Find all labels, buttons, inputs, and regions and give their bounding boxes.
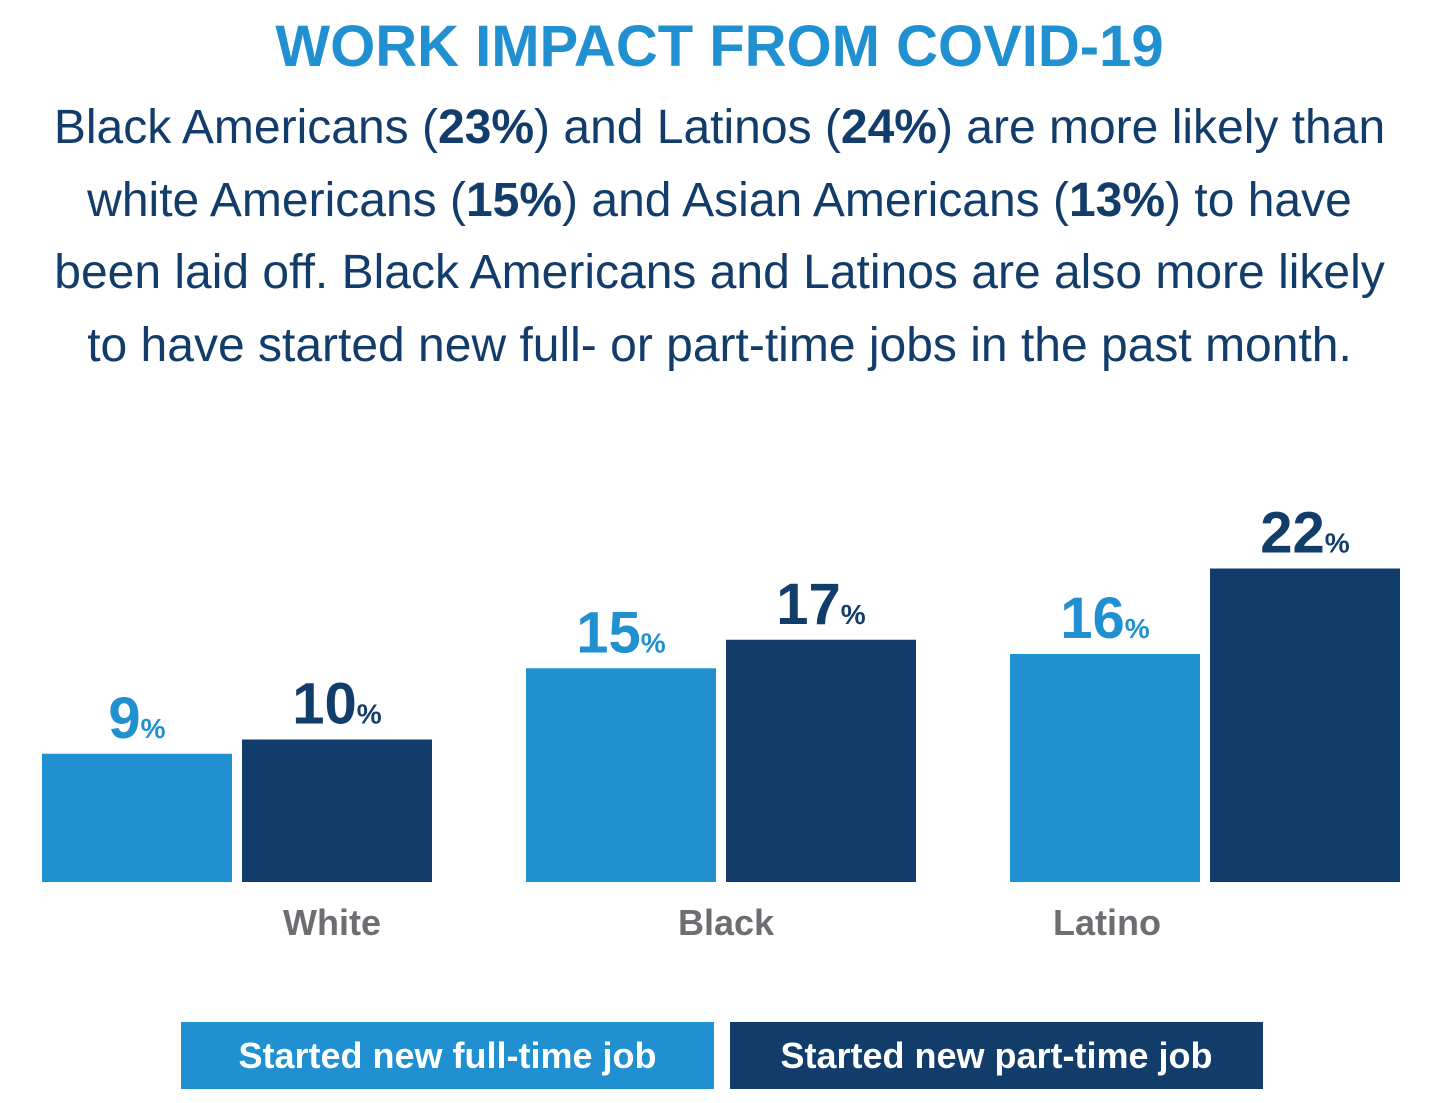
bar-white-full-time [42,753,232,882]
category-label-black: Black [678,902,775,943]
data-label-latino-part-time: 22% [1260,501,1350,566]
subtitle-text: ) are more likely than white Americans ( [87,101,1386,227]
subtitle-text: ) and Asian Americans ( [562,173,1069,227]
chart-subtitle: Black Americans (23%) and Latinos (24%) … [30,92,1409,382]
category-label-latino: Latino [1053,902,1161,943]
bar-black-part-time [726,639,916,882]
chart-title: WORK IMPACT FROM COVID-19 [275,14,1164,79]
legend-part-time: Started new part-time job [730,1022,1263,1089]
subtitle-stat: 15% [465,173,563,227]
subtitle-text: Black Americans ( [53,101,438,154]
subtitle-stat: 13% [1068,173,1166,227]
data-label-white-part-time: 10% [292,672,382,737]
data-label-black-full-time: 15% [576,600,666,665]
subtitle-text: ) and Latinos ( [534,101,841,154]
legend-full-time: Started new full-time job [181,1022,714,1089]
subtitle-stat: 24% [840,101,937,154]
bar-black-full-time [526,668,716,882]
category-label-white: White [283,902,381,943]
bar-latino-full-time [1010,654,1200,882]
subtitle-text: ) to have been laid off. Black Americans… [54,173,1385,372]
data-label-latino-full-time: 16% [1060,586,1150,651]
data-label-white-full-time: 9% [108,686,165,751]
data-label-black-part-time: 17% [776,572,866,637]
bar-latino-part-time [1210,568,1400,882]
bar-white-part-time [242,739,432,882]
subtitle-stat: 23% [437,101,535,154]
